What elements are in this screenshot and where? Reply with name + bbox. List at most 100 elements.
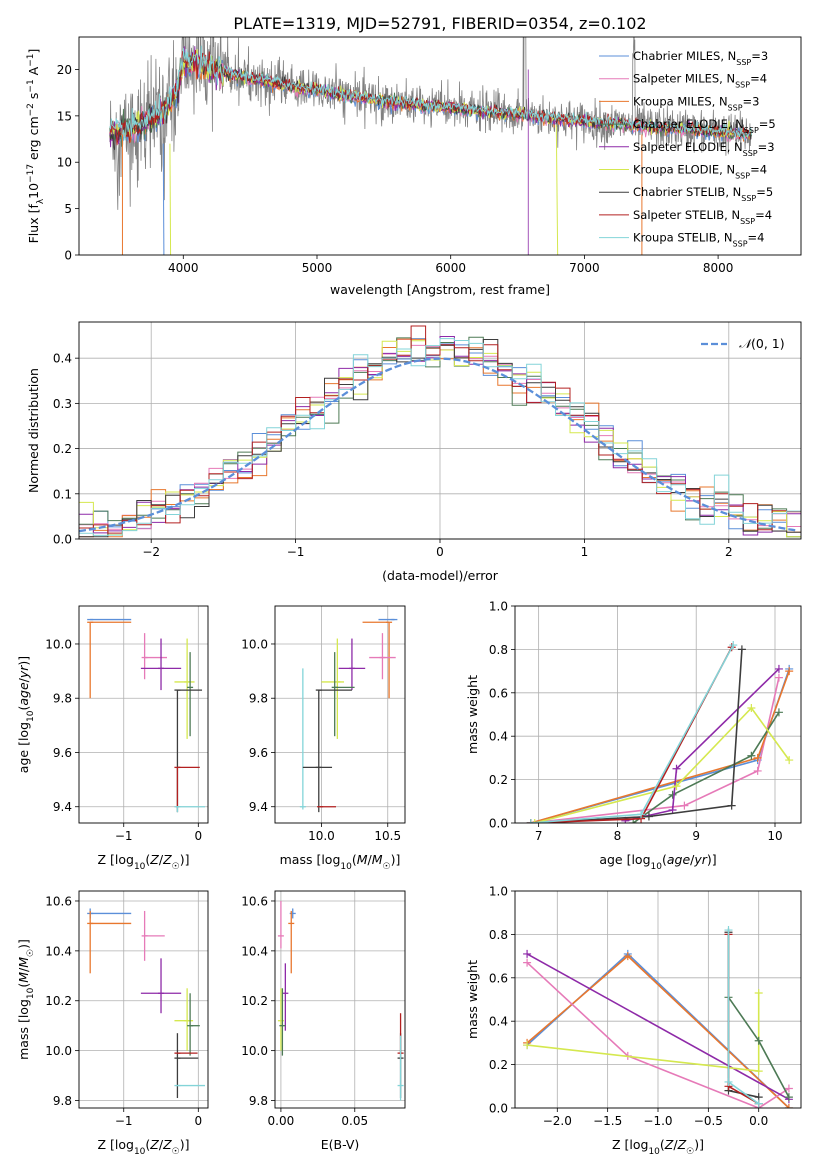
mass_vs_Z-grid bbox=[79, 891, 208, 1108]
mass_vs_Z-ylabel: mass [log10(M/M☉)] bbox=[16, 939, 36, 1060]
age_vs_Z-xtick-label: 0 bbox=[194, 829, 202, 843]
weight-marker bbox=[774, 708, 783, 717]
histogram-ytick-label: 0.0 bbox=[53, 533, 72, 547]
massweight_vs_Z-xlabel-part: Z [log bbox=[612, 1137, 648, 1152]
age_vs_Z-xlabel: Z [log10(Z/Z☉)] bbox=[97, 852, 189, 872]
weight-line bbox=[632, 711, 780, 823]
figure-title: PLATE=1319, MJD=52791, FIBERID=0354, z=0… bbox=[233, 14, 646, 33]
massweight_vs_Z-ytick-label: 1.0 bbox=[489, 885, 508, 899]
age_vs_mass-xlabel-part: ( bbox=[352, 852, 357, 867]
age_vs_mass-ytick-label: 9.4 bbox=[249, 800, 268, 814]
model-spectrum-line bbox=[109, 45, 752, 146]
legend-label-name: Salpeter STELIB, N bbox=[633, 208, 740, 222]
legend-label: Salpeter STELIB, NSSP=4 bbox=[633, 208, 772, 226]
mass_vs_Z-ytick-label: 10.6 bbox=[45, 894, 72, 908]
weight-marker bbox=[737, 645, 746, 654]
massweight_vs_Z-ytick-label: 0.0 bbox=[489, 1102, 508, 1116]
legend-label-name: Chabrier ELODIE, N bbox=[633, 117, 744, 131]
age_vs_Z-ylabel-part: / bbox=[16, 677, 31, 682]
massweight_vs_Z-xtick-label: −1.0 bbox=[643, 1114, 672, 1128]
legend-label: Salpeter ELODIE, NSSP=3 bbox=[633, 140, 775, 158]
errorbar-point bbox=[174, 638, 195, 739]
age_vs_Z-xlabel-part: Z bbox=[162, 852, 172, 867]
age_vs_mass-xtick-label: 10.5 bbox=[374, 829, 401, 843]
weight-marker bbox=[530, 819, 539, 823]
weight-marker bbox=[753, 753, 762, 762]
spectrum-ytick-label: 5 bbox=[64, 202, 72, 216]
spectrum-ylabel-part: λ bbox=[36, 198, 46, 204]
weight-marker bbox=[523, 1041, 532, 1050]
spectrum-axes: 4000 5000 6000 7000 8000 0 5 10 15 20 bbox=[57, 37, 752, 275]
age_vs_Z-ytick-label: 9.6 bbox=[53, 746, 72, 760]
legend-label: 𝒩(0, 1) bbox=[739, 336, 785, 351]
errorbar-point bbox=[299, 668, 306, 810]
age_vs_mass-xtick-label: 10.0 bbox=[308, 829, 335, 843]
age_vs_Z-xlabel-part: )] bbox=[180, 852, 190, 867]
model-artefact-line bbox=[555, 125, 559, 255]
age_vs_Z-axes: −1 0 9.4 9.6 9.8 10.0 bbox=[45, 606, 208, 843]
massweight_vs_age-ylabel: mass weight bbox=[465, 675, 480, 754]
legend-label-value: =3 bbox=[743, 94, 760, 108]
mass_vs_Z-ylabel-part: ☉ bbox=[26, 949, 36, 957]
weight-marker bbox=[754, 1036, 763, 1045]
massweight_vs_Z-xtick-label: −1.5 bbox=[593, 1114, 622, 1128]
mass_vs_Z-ylabel-part: / bbox=[16, 967, 31, 972]
age_vs_mass-ytick-label: 9.8 bbox=[249, 692, 268, 706]
histogram-ytick-label: 0.4 bbox=[53, 352, 72, 366]
weight-marker bbox=[785, 756, 794, 765]
mass_vs_Z-xlabel-part: Z [log bbox=[97, 1137, 133, 1152]
weight-marker bbox=[784, 1104, 793, 1108]
mass_vs_Z-xlabel-part: ☉ bbox=[172, 1147, 180, 1157]
age_vs_Z-xlabel-part: 10 bbox=[134, 862, 146, 872]
weight-marker bbox=[672, 782, 681, 791]
massweight_vs_age-axes: 7 8 9 10 0.0 0.2 0.4 0.6 0.8 1.0 bbox=[489, 600, 801, 844]
spectrum-ytick-label: 20 bbox=[57, 63, 72, 77]
mass_vs_Z-ticks: −1 0 9.8 10.0 10.2 10.4 10.6 bbox=[45, 894, 202, 1128]
legend-label-value: =5 bbox=[759, 117, 776, 131]
massweight_vs_Z-ylabel: mass weight bbox=[465, 960, 480, 1039]
spectrum-frame bbox=[78, 36, 802, 256]
errorbar-point bbox=[187, 993, 200, 1056]
mass_vs_Z-ylabel-part: )] bbox=[16, 939, 31, 949]
legend-label-sub: SSP bbox=[735, 80, 750, 89]
legend-label-sub: SSP bbox=[743, 148, 758, 157]
massweight_vs_age-xtick-label: 10 bbox=[767, 829, 782, 843]
model-artefact-line bbox=[169, 143, 172, 255]
age_vs_mass-ytick-label: 10.0 bbox=[241, 637, 268, 651]
spectrum-xtick-label: 7000 bbox=[569, 261, 600, 275]
gaussian-curve bbox=[79, 357, 799, 533]
legend-label-name: Salpeter ELODIE, N bbox=[633, 140, 743, 154]
legend-label-name: Kroupa MILES, N bbox=[633, 94, 728, 108]
histogram-step bbox=[79, 325, 801, 534]
mass_vs_Z-axes: −1 0 9.8 10.0 10.2 10.4 10.6 bbox=[45, 891, 208, 1128]
legend-label-value: =4 bbox=[748, 231, 765, 245]
massweight_vs_age-plot-area bbox=[526, 641, 794, 823]
age_vs_mass-axes: 10.0 10.5 9.4 9.6 9.8 10.0 bbox=[241, 606, 405, 843]
legend-label-args: (0, 1) bbox=[751, 336, 785, 351]
age_vs_Z-frame bbox=[78, 605, 209, 824]
age_vs_mass-grid bbox=[275, 606, 405, 823]
spectrum-ylabel-part: −17 bbox=[26, 164, 36, 183]
massweight_vs_Z-xlabel: Z [log10(Z/Z☉)] bbox=[612, 1137, 704, 1157]
mass_vs_Z-xlabel-part: / bbox=[159, 1137, 164, 1152]
mass_vs_ebv-ytick-label: 10.0 bbox=[241, 1044, 268, 1058]
mass_vs_ebv-plot-area bbox=[277, 900, 404, 1101]
massweight_vs_age-xtick-label: 8 bbox=[614, 829, 622, 843]
massweight_vs_age-frame bbox=[514, 605, 802, 824]
weight-marker bbox=[729, 641, 738, 650]
mass_vs_Z-ytick-label: 10.2 bbox=[45, 994, 72, 1008]
errorbar-point bbox=[87, 910, 132, 974]
spectrum-plot-area bbox=[109, 37, 752, 255]
legend-label: Kroupa ELODIE, NSSP=4 bbox=[633, 163, 767, 181]
massweight_vs_age-xlabel-part: ( bbox=[662, 852, 667, 867]
weight-marker bbox=[727, 801, 736, 810]
age_vs_Z-ylabel-part: )] bbox=[16, 656, 31, 666]
age_vs_mass-xlabel-part: M bbox=[372, 852, 383, 867]
spectrum-ytick-label: 0 bbox=[64, 249, 72, 263]
mass_vs_Z-ytick-label: 10.4 bbox=[45, 944, 72, 958]
massweight_vs_age-ticks: 7 8 9 10 0.0 0.2 0.4 0.6 0.8 1.0 bbox=[489, 600, 783, 844]
weight-line bbox=[534, 706, 790, 823]
legend-label-sub: SSP bbox=[744, 126, 759, 135]
massweight_vs_age-ytick-label: 0.4 bbox=[489, 730, 508, 744]
